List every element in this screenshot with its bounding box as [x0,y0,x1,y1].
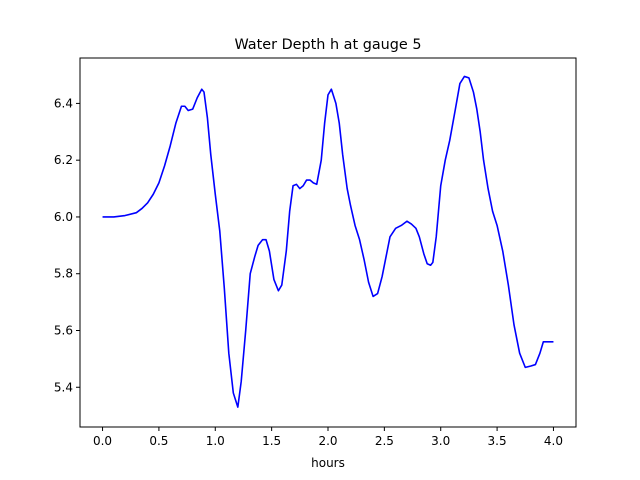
y-tick-label: 5.4 [54,380,73,394]
x-tick-label: 0.5 [149,434,168,448]
y-tick-label: 6.4 [54,96,73,110]
y-tick-label: 5.6 [54,323,73,337]
x-tick-label: 1.0 [206,434,225,448]
y-tick-label: 6.0 [54,210,73,224]
x-tick-label: 1.5 [262,434,281,448]
x-tick-label: 4.0 [544,434,563,448]
x-tick-label: 2.0 [318,434,337,448]
y-tick-label: 6.2 [54,153,73,167]
x-tick-label: 3.5 [488,434,507,448]
chart-title: Water Depth h at gauge 5 [234,37,421,53]
x-axis-label: hours [311,456,345,470]
series-line-0 [102,75,554,408]
y-tick-label: 5.8 [54,267,73,281]
plot-area: 0.0 0.5 1.0 1.5 2.0 2.5 3.0 3.5 4.0 5.4 5.6 5.8 6.0 6… [54,57,577,448]
x-tick-label: 2.5 [375,434,394,448]
x-tick-label: 0.0 [93,434,112,448]
x-tick-label: 3.0 [431,434,450,448]
